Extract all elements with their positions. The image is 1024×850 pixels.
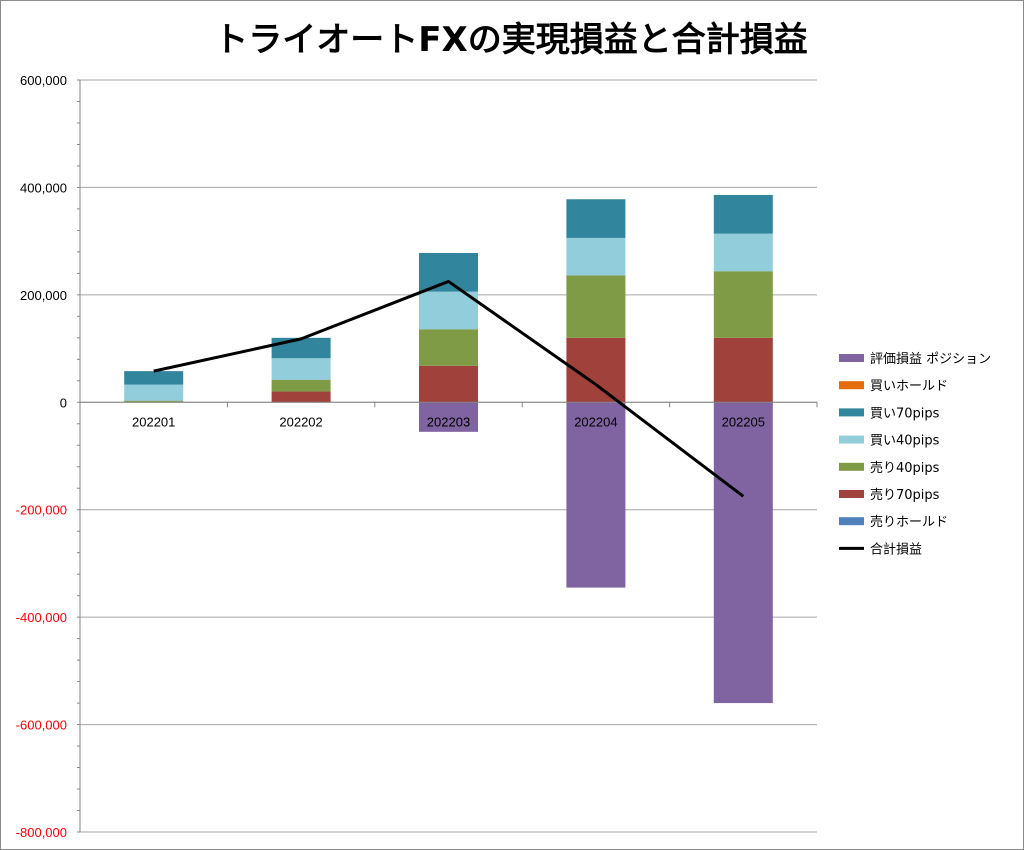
bar-segment [419, 252, 478, 292]
bar-segment [124, 371, 184, 385]
legend-label: 売りホールド [870, 514, 948, 530]
bar-segment [419, 291, 478, 330]
x-axis-ticks: 202201 202202 202203 202204 202205 [132, 414, 765, 429]
legend-label: 売り70pips [870, 487, 940, 503]
bar-segment [271, 379, 331, 392]
legend-item: 合計損益 [839, 541, 922, 557]
legend-item: 売り70pips [839, 487, 940, 503]
x-tick-label: 202201 [132, 414, 175, 429]
legend-item: 買い70pips [839, 406, 940, 421]
legend-item: 評価損益 ポジション [839, 352, 991, 367]
legend-swatch [839, 517, 864, 526]
bar-segment [419, 365, 478, 403]
bar-segment [713, 271, 773, 338]
y-tick-label: -400,000 [16, 610, 67, 625]
bar-segment [124, 384, 184, 401]
bar-segment [271, 337, 331, 359]
legend-label: 買いホールド [870, 379, 948, 394]
bar-segment [713, 233, 773, 272]
x-tick-label: 202203 [427, 414, 470, 429]
legend-item: 売り40pips [839, 460, 940, 476]
gridlines [80, 79, 817, 833]
legend-label: 評価損益 ポジション [870, 352, 991, 367]
bar-segment [419, 402, 478, 432]
y-tick-label: 0 [60, 395, 67, 410]
legend-item: 買いホールド [839, 379, 948, 394]
bar-segment [271, 358, 331, 380]
legend-swatch [839, 435, 864, 444]
chart-title: トライオートFXの実現損益と合計損益 [214, 20, 807, 60]
y-tick-label: 200,000 [20, 288, 67, 303]
legend-swatch [839, 490, 864, 498]
y-tick-label: 400,000 [20, 180, 67, 195]
x-tick-label: 202205 [722, 414, 765, 429]
bar-segment [566, 275, 626, 338]
y-tick-label: -800,000 [16, 825, 67, 840]
total-line-series [153, 279, 745, 498]
legend-label: 売り40pips [870, 460, 940, 476]
legend-item: 買い40pips [839, 434, 940, 449]
y-tick-label: 600,000 [20, 73, 67, 88]
bar-segment [713, 402, 773, 704]
legend-label: 合計損益 [870, 541, 922, 557]
legend-swatch [839, 408, 864, 417]
bar-segment [566, 402, 626, 588]
legend-swatch [839, 381, 864, 390]
legend-item: 売りホールド [839, 514, 948, 530]
y-axis-ticks: 600,000 400,000 200,000 0 -200,000 -400,000 -6… [16, 73, 67, 840]
bars [124, 194, 773, 704]
axes [77, 79, 818, 833]
bar-segment [566, 237, 626, 276]
x-tick-label: 202202 [279, 414, 322, 429]
bar-segment [713, 194, 773, 234]
x-tick-label: 202204 [574, 414, 617, 429]
legend-label: 買い70pips [870, 406, 940, 421]
y-tick-label: -200,000 [16, 503, 67, 518]
bar-segment [713, 337, 773, 403]
y-tick-label: -600,000 [16, 718, 67, 733]
bar-segment [566, 199, 626, 238]
bar-segment [124, 400, 184, 402]
legend-swatch [839, 462, 864, 471]
bar-segment [419, 329, 478, 366]
legend-label: 買い40pips [870, 434, 940, 449]
bar-segment [271, 391, 331, 403]
total-line [153, 279, 745, 498]
legend-swatch [839, 354, 864, 362]
